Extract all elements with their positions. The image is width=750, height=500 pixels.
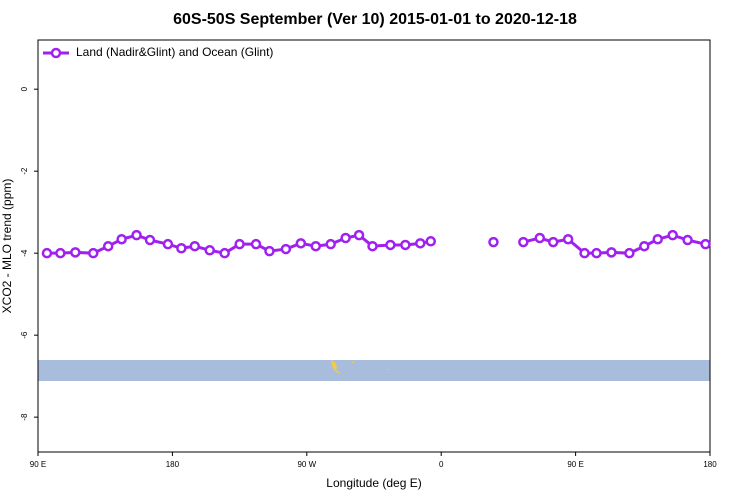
point-marker bbox=[234, 238, 245, 250]
y-axis-label: XCO2 - MLO trend (ppm) bbox=[0, 179, 14, 314]
point-marker bbox=[639, 240, 650, 252]
chart-title: 60S-50S September (Ver 10) 2015-01-01 to… bbox=[173, 11, 577, 28]
point-marker bbox=[310, 240, 322, 252]
map-strip bbox=[38, 360, 710, 381]
point-marker bbox=[624, 247, 635, 259]
point-marker bbox=[353, 229, 365, 241]
point-marker bbox=[652, 233, 663, 245]
point-marker bbox=[41, 247, 53, 259]
y-tick-label: -4 bbox=[20, 249, 29, 257]
point-marker bbox=[131, 229, 142, 241]
land-patch bbox=[352, 362, 354, 363]
point-marker bbox=[70, 247, 81, 258]
point-marker bbox=[700, 238, 711, 250]
point-marker bbox=[400, 239, 411, 251]
y-tick-label: 0 bbox=[20, 86, 29, 91]
x-tick-label: 180 bbox=[703, 460, 717, 469]
point-marker bbox=[102, 240, 114, 252]
point-marker bbox=[250, 238, 262, 250]
point-marker bbox=[295, 238, 307, 249]
y-tick-label: -8 bbox=[20, 413, 29, 421]
legend-label: Land (Nadir&Glint) and Ocean (Glint) bbox=[76, 45, 273, 59]
point-marker bbox=[55, 247, 66, 259]
point-marker bbox=[579, 247, 590, 259]
x-tick-label: 90 E bbox=[567, 460, 583, 469]
land-patch bbox=[331, 360, 341, 373]
point-marker bbox=[367, 240, 378, 252]
point-marker bbox=[547, 236, 559, 248]
point-marker bbox=[534, 232, 546, 244]
point-marker bbox=[116, 233, 127, 245]
point-marker bbox=[144, 234, 156, 246]
land-patch bbox=[387, 369, 389, 370]
point-marker bbox=[176, 243, 187, 254]
x-tick-label: 0 bbox=[439, 460, 444, 469]
point-marker bbox=[518, 236, 529, 248]
point-marker bbox=[682, 234, 693, 246]
legend: Land (Nadir&Glint) and Ocean (Glint) bbox=[43, 45, 273, 59]
point-marker bbox=[606, 247, 617, 258]
point-marker bbox=[415, 238, 426, 249]
point-marker bbox=[591, 247, 602, 259]
point-marker bbox=[219, 247, 230, 259]
point-marker bbox=[488, 236, 499, 248]
point-marker bbox=[667, 229, 678, 241]
x-tick-label: 90 W bbox=[297, 460, 316, 469]
point-marker bbox=[189, 240, 201, 252]
y-tick-label: -6 bbox=[20, 331, 29, 339]
point-marker bbox=[204, 245, 215, 256]
point-marker bbox=[425, 236, 436, 247]
point-marker bbox=[264, 245, 275, 257]
point-marker bbox=[385, 239, 396, 251]
point-marker bbox=[88, 247, 99, 259]
y-tick-label: -2 bbox=[20, 167, 29, 175]
point-marker bbox=[562, 233, 574, 245]
x-tick-label: 180 bbox=[166, 460, 180, 469]
point-marker bbox=[280, 243, 292, 255]
x-axis-label: Longitude (deg E) bbox=[326, 476, 421, 490]
x-tick-label: 90 E bbox=[30, 460, 46, 469]
point-marker bbox=[340, 232, 351, 244]
point-marker bbox=[162, 238, 174, 250]
legend-marker bbox=[50, 47, 62, 59]
point-marker bbox=[325, 238, 336, 250]
